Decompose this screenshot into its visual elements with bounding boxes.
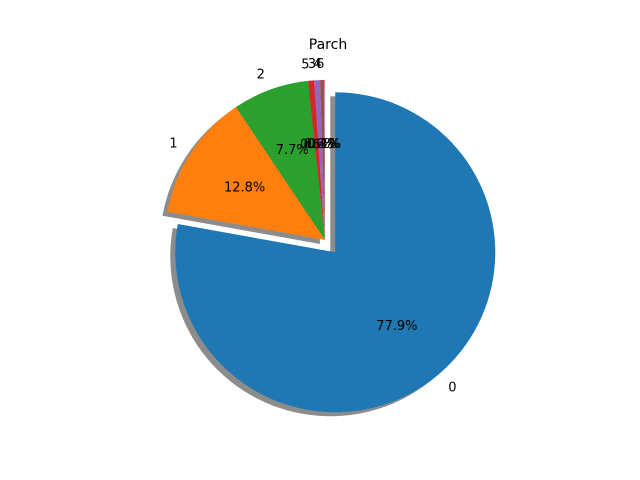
pie-slice-2 (235, 80, 325, 240)
slice-label-1: 1 (169, 137, 177, 152)
pie-slice-6 (323, 80, 325, 240)
slice-label-4: 4 (313, 57, 321, 72)
pie-slice-5 (307, 80, 325, 241)
slice-percent-1: 12.8% (224, 180, 265, 195)
slice-percent-6: 0.1% (308, 137, 341, 152)
pie-slice-1 (167, 107, 325, 240)
pie-slice-3 (313, 80, 325, 240)
slice-label-2: 2 (257, 68, 265, 83)
pie-slices (167, 80, 496, 413)
slice-percent-3: 0.6% (304, 137, 337, 152)
slice-percent-2: 7.7% (276, 143, 309, 158)
slice-label-6: 6 (316, 57, 324, 72)
pie-labels: 0 77.9% 1 12.8% 2 7.7% 5 0.6% 3 0.6% 4 0.4% 6 0.1% (169, 57, 456, 395)
slice-label-0: 0 (448, 380, 456, 395)
slice-label-5: 5 (301, 58, 309, 73)
slice-percent-5: 0.6% (300, 137, 333, 152)
slice-percent-4: 0.4% (307, 137, 340, 152)
chart-title: Parch (309, 37, 347, 53)
slice-label-3: 3 (308, 57, 316, 72)
pie-slice-4 (319, 80, 325, 241)
pie-slice-0 (175, 92, 496, 413)
slice-percent-0: 77.9% (376, 319, 417, 334)
